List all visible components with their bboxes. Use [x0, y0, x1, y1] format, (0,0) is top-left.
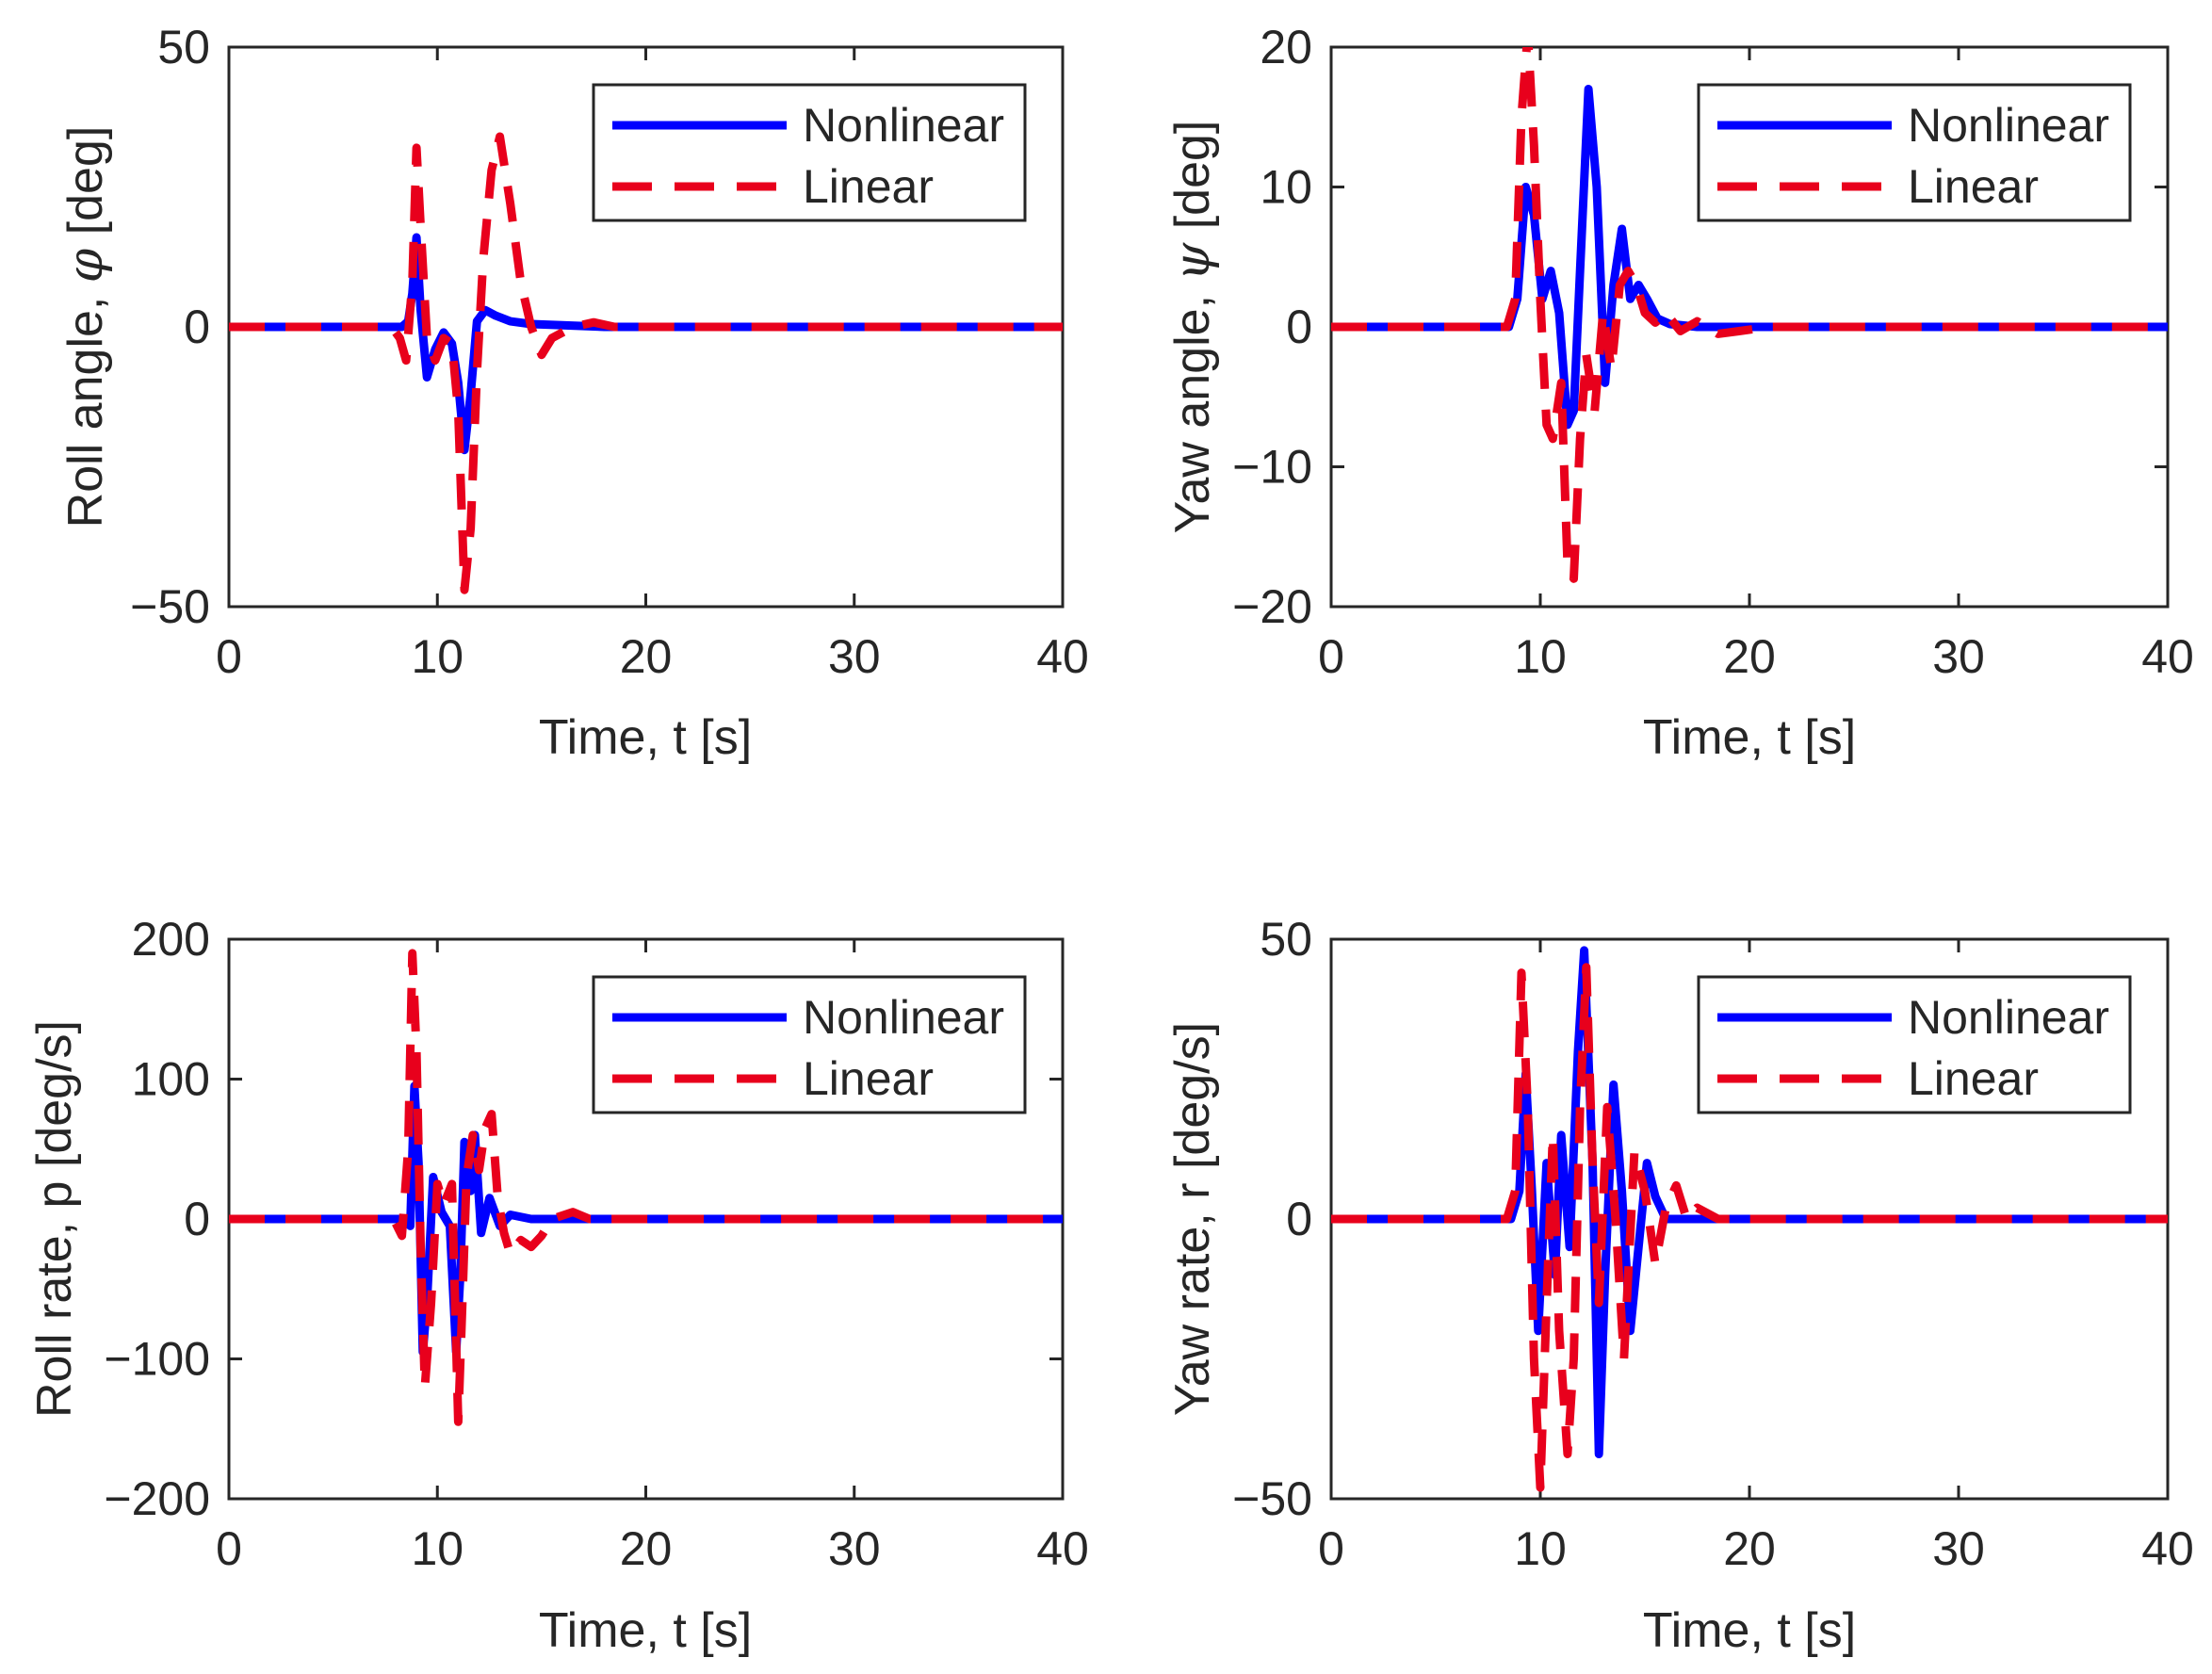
x-tick-label: 30	[828, 630, 881, 683]
y-tick-label: −50	[130, 580, 210, 633]
legend-box	[592, 975, 1027, 1114]
panel-yaw-angle: Yaw angle, ψ [deg] Time, t [s] 0 10 20 30 40…	[1164, 21, 2194, 765]
legend-label-nonlinear: Nonlinear	[1908, 99, 2109, 152]
series-group	[229, 949, 1063, 1426]
x-tick-label: 0	[216, 630, 242, 683]
legend-label-nonlinear: Nonlinear	[803, 99, 1004, 152]
series-line-linear	[229, 949, 1063, 1426]
panel-roll-rate: Roll rate, p [deg/s] Time, t [s] 0 10 20 30…	[27, 913, 1089, 1658]
ylabel-roll-rate: Roll rate, p [deg/s]	[27, 1020, 82, 1418]
series-group	[229, 132, 1063, 594]
legend-label-linear: Linear	[803, 160, 934, 213]
y-tick-label: 100	[132, 1053, 210, 1106]
y-tick-label: 50	[1260, 913, 1312, 966]
y-tick-label: 200	[132, 913, 210, 966]
y-tick-label: 0	[1286, 1193, 1312, 1245]
series-line-linear	[1331, 47, 2168, 583]
ylabel-yaw-rate: Yaw rate, r [deg/s]	[1165, 1022, 1220, 1416]
x-tick-label: 40	[1036, 1522, 1089, 1575]
series-line-nonlinear	[1331, 85, 2168, 430]
x-tick-label: 30	[1932, 630, 1985, 683]
y-tick-label: −20	[1232, 580, 1312, 633]
x-tick-label: 0	[216, 1522, 242, 1575]
y-tick-label: −200	[104, 1472, 210, 1525]
series-group	[1331, 47, 2168, 583]
x-tick-label: 10	[1514, 630, 1567, 683]
legend-roll-rate: Nonlinear Linear	[592, 975, 1027, 1114]
series-group	[1331, 946, 2168, 1492]
y-tick-label: 20	[1260, 21, 1312, 73]
xlabel-roll-rate: Time, t [s]	[539, 1603, 752, 1658]
legend-label-nonlinear: Nonlinear	[1908, 991, 2109, 1044]
x-tick-label: 20	[1723, 630, 1776, 683]
y-tick-label: −100	[104, 1333, 210, 1386]
y-tick-label: −50	[1232, 1472, 1312, 1525]
panel-yaw-rate: Yaw rate, r [deg/s] Time, t [s] 0 10 20 30 4…	[1165, 913, 2194, 1658]
x-tick-label: 0	[1318, 630, 1344, 683]
x-tick-label: 20	[1723, 1522, 1776, 1575]
legend-label-linear: Linear	[1908, 160, 2039, 213]
legend-label-linear: Linear	[1908, 1052, 2039, 1105]
xlabel-yaw-rate: Time, t [s]	[1643, 1603, 1856, 1658]
x-tick-label: 20	[620, 1522, 673, 1575]
y-tick-label: 0	[184, 1193, 210, 1245]
panel-roll-angle: Roll angle, φ [deg] Time, t [s] 0 10 20 30 4…	[57, 21, 1089, 765]
legend-box	[1697, 83, 2132, 222]
legend-yaw-rate: Nonlinear Linear	[1697, 975, 2132, 1114]
x-tick-label: 30	[1932, 1522, 1985, 1575]
y-tick-label: 0	[184, 301, 210, 353]
x-tick-label: 10	[411, 1522, 464, 1575]
x-tick-label: 20	[620, 630, 673, 683]
legend-box	[592, 83, 1027, 222]
ylabel-yaw-angle: Yaw angle, ψ [deg]	[1164, 121, 1221, 534]
x-tick-label: 10	[1514, 1522, 1567, 1575]
legend-box	[1697, 975, 2132, 1114]
legend-yaw-angle: Nonlinear Linear	[1697, 83, 2132, 222]
y-tick-label: −10	[1232, 441, 1312, 494]
series-line-linear	[1331, 963, 2168, 1492]
y-tick-label: 50	[157, 21, 210, 73]
legend-roll-angle: Nonlinear Linear	[592, 83, 1027, 222]
xlabel-yaw-angle: Time, t [s]	[1643, 710, 1856, 765]
x-tick-label: 0	[1318, 1522, 1344, 1575]
ylabel-roll-angle: Roll angle, φ [deg]	[57, 126, 114, 528]
y-tick-label: 0	[1286, 301, 1312, 353]
legend-label-nonlinear: Nonlinear	[803, 991, 1004, 1044]
x-tick-label: 10	[411, 630, 464, 683]
xlabel-roll-angle: Time, t [s]	[539, 710, 752, 765]
x-tick-label: 40	[2141, 630, 2194, 683]
series-line-linear	[229, 132, 1063, 594]
y-tick-label: 10	[1260, 161, 1312, 214]
x-tick-label: 30	[828, 1522, 881, 1575]
legend-label-linear: Linear	[803, 1052, 934, 1105]
x-tick-label: 40	[1036, 630, 1089, 683]
x-tick-label: 40	[2141, 1522, 2194, 1575]
